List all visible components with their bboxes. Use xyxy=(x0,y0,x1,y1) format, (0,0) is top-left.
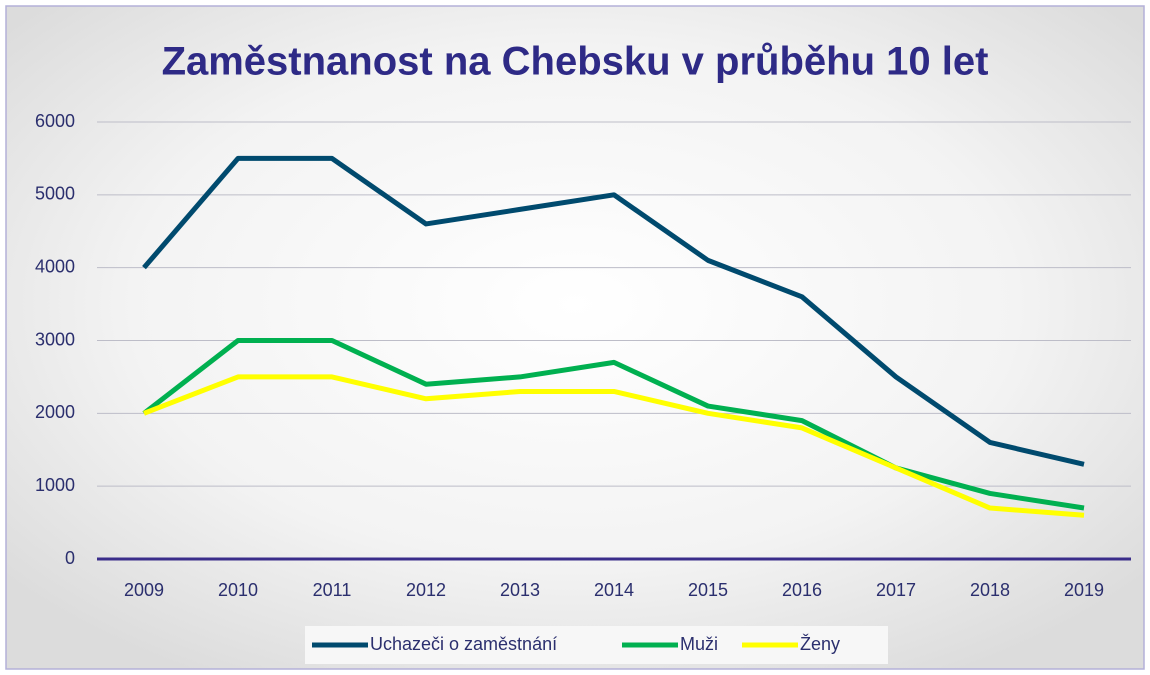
x-tick-label: 2018 xyxy=(970,580,1010,600)
series-line xyxy=(142,155,1085,467)
chart-title: Zaměstnanost na Chebsku v průběhu 10 let xyxy=(162,40,989,84)
x-tick-label: 2010 xyxy=(218,580,258,600)
x-tick-label: 2016 xyxy=(782,580,822,600)
x-tick-label: 2014 xyxy=(594,580,634,600)
x-tick-label: 2012 xyxy=(406,580,446,600)
series-line xyxy=(143,374,1085,518)
y-tick-label: 5000 xyxy=(35,184,75,204)
x-tick-label: 2009 xyxy=(124,580,164,600)
x-tick-label: 2017 xyxy=(876,580,916,600)
legend-label: Uchazeči o zaměstnání xyxy=(370,634,557,654)
x-tick-label: 2011 xyxy=(313,580,352,600)
series-line xyxy=(142,338,1085,511)
y-tick-label: 0 xyxy=(65,548,75,568)
y-tick-label: 3000 xyxy=(35,329,75,349)
y-tick-label: 6000 xyxy=(35,111,75,131)
legend-label: Ženy xyxy=(800,634,840,654)
x-tick-label: 2015 xyxy=(688,580,728,600)
chart-background xyxy=(5,5,1145,670)
y-tick-label: 4000 xyxy=(35,256,75,276)
y-tick-label: 2000 xyxy=(35,402,75,422)
x-tick-label: 2013 xyxy=(500,580,540,600)
y-tick-label: 1000 xyxy=(35,475,75,495)
x-tick-label: 2019 xyxy=(1064,580,1104,600)
legend-label: Muži xyxy=(680,634,718,654)
